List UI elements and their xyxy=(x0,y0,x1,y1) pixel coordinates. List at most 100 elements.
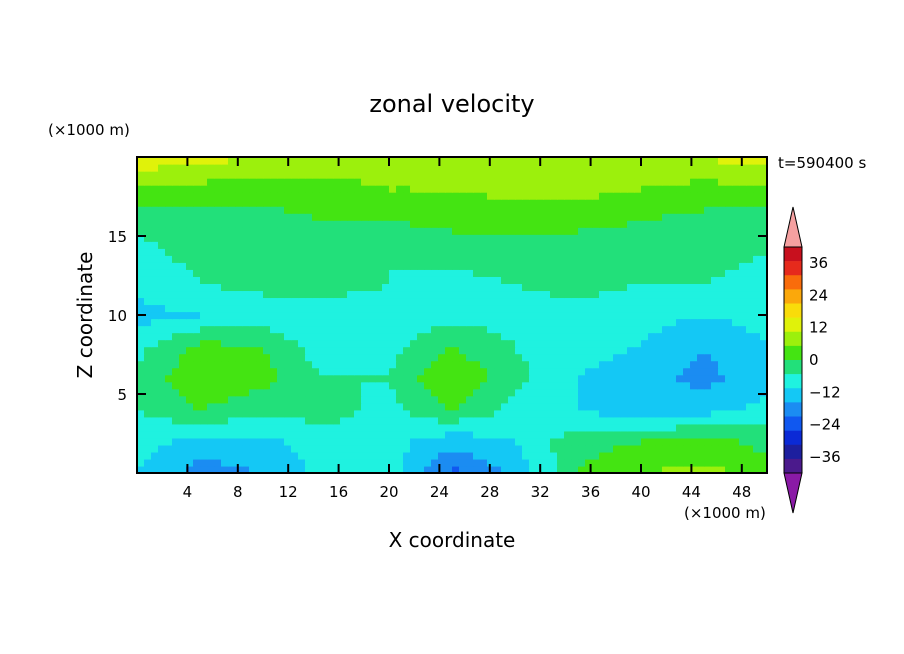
heatmap-cell xyxy=(340,220,348,228)
heatmap-cell xyxy=(368,171,376,179)
heatmap-cell xyxy=(571,416,579,425)
heatmap-cell xyxy=(347,339,355,348)
heatmap-cell xyxy=(634,206,642,214)
heatmap-cell xyxy=(235,283,243,292)
heatmap-cell xyxy=(284,311,292,320)
heatmap-cell xyxy=(571,402,579,411)
heatmap-cell xyxy=(620,458,628,467)
heatmap-cell xyxy=(305,213,313,221)
heatmap-cell xyxy=(697,304,705,313)
heatmap-cell xyxy=(501,451,509,460)
heatmap-cell xyxy=(508,185,516,193)
heatmap-cell xyxy=(473,269,481,277)
heatmap-cell xyxy=(312,444,320,453)
heatmap-cell xyxy=(438,339,446,348)
heatmap-cell xyxy=(676,325,684,334)
heatmap-cell xyxy=(473,311,481,320)
heatmap-cell xyxy=(613,451,621,460)
heatmap-cell xyxy=(760,185,767,193)
heatmap-cell xyxy=(711,220,719,228)
heatmap-cell xyxy=(606,234,614,242)
heatmap-cell xyxy=(438,178,446,186)
heatmap-cell xyxy=(256,227,264,235)
heatmap-cell xyxy=(249,437,257,446)
heatmap-cell xyxy=(396,423,404,432)
heatmap-cell xyxy=(480,269,488,277)
heatmap-cell xyxy=(326,367,334,376)
heatmap-cell xyxy=(494,269,502,277)
heatmap-cell xyxy=(683,248,691,256)
heatmap-cell xyxy=(172,381,180,390)
heatmap-cell xyxy=(515,332,523,341)
heatmap-cell xyxy=(620,304,628,313)
heatmap-cell xyxy=(578,353,586,362)
heatmap-cell xyxy=(305,304,313,313)
heatmap-cell xyxy=(753,164,761,172)
heatmap-cell xyxy=(361,178,369,186)
heatmap-cell xyxy=(158,381,166,390)
heatmap-cell xyxy=(571,248,579,256)
heatmap-cell xyxy=(214,199,222,207)
heatmap-cell xyxy=(599,444,607,453)
heatmap-cell xyxy=(627,325,635,334)
heatmap-cell xyxy=(697,171,705,179)
heatmap-cell xyxy=(256,402,264,411)
heatmap-cell xyxy=(529,178,537,186)
heatmap-cell xyxy=(746,290,754,299)
heatmap-cell xyxy=(627,227,635,235)
heatmap-cell xyxy=(592,290,600,299)
heatmap-cell xyxy=(690,437,698,446)
heatmap-cell xyxy=(718,339,726,348)
heatmap-cell xyxy=(354,227,362,235)
heatmap-cell xyxy=(655,248,663,256)
heatmap-cell xyxy=(424,269,432,277)
heatmap-cell xyxy=(522,360,530,369)
heatmap-cell xyxy=(249,360,257,369)
heatmap-cell xyxy=(277,458,285,467)
heatmap-cell xyxy=(361,213,369,221)
heatmap-cell xyxy=(361,332,369,341)
heatmap-cell xyxy=(410,311,418,320)
heatmap-cell xyxy=(305,164,313,172)
heatmap-cell xyxy=(683,318,691,327)
heatmap-cell xyxy=(522,234,530,242)
heatmap-cell xyxy=(746,451,754,460)
heatmap-cell xyxy=(739,388,747,397)
heatmap-cell xyxy=(137,395,145,404)
heatmap-cell xyxy=(725,458,733,467)
heatmap-cell xyxy=(347,360,355,369)
heatmap-cell xyxy=(137,213,145,221)
heatmap-cell xyxy=(382,346,390,355)
heatmap-cell xyxy=(641,220,649,228)
heatmap-cell xyxy=(550,325,558,334)
heatmap-cell xyxy=(480,395,488,404)
heatmap-cell xyxy=(158,388,166,397)
heatmap-cell xyxy=(326,248,334,256)
heatmap-cell xyxy=(172,171,180,179)
heatmap-cell xyxy=(690,220,698,228)
heatmap-cell xyxy=(466,388,474,397)
heatmap-cell xyxy=(669,304,677,313)
heatmap-cell xyxy=(536,241,544,249)
heatmap-cell xyxy=(361,220,369,228)
heatmap-cell xyxy=(683,346,691,355)
heatmap-cell xyxy=(683,304,691,313)
heatmap-cell xyxy=(466,227,474,235)
heatmap-cell xyxy=(557,185,565,193)
heatmap-cell xyxy=(368,234,376,242)
heatmap-cell xyxy=(214,458,222,467)
heatmap-cell xyxy=(543,444,551,453)
heatmap-cell xyxy=(445,444,453,453)
heatmap-cell xyxy=(375,185,383,193)
heatmap-cell xyxy=(368,164,376,172)
heatmap-cell xyxy=(263,283,271,292)
heatmap-cell xyxy=(382,332,390,341)
heatmap-cell xyxy=(704,430,712,439)
heatmap-cell xyxy=(760,297,767,306)
heatmap-cell xyxy=(256,199,264,207)
heatmap-cell xyxy=(333,178,341,186)
heatmap-cell xyxy=(207,227,215,235)
heatmap-cell xyxy=(522,199,530,207)
heatmap-cell xyxy=(193,311,201,320)
heatmap-cell xyxy=(207,171,215,179)
